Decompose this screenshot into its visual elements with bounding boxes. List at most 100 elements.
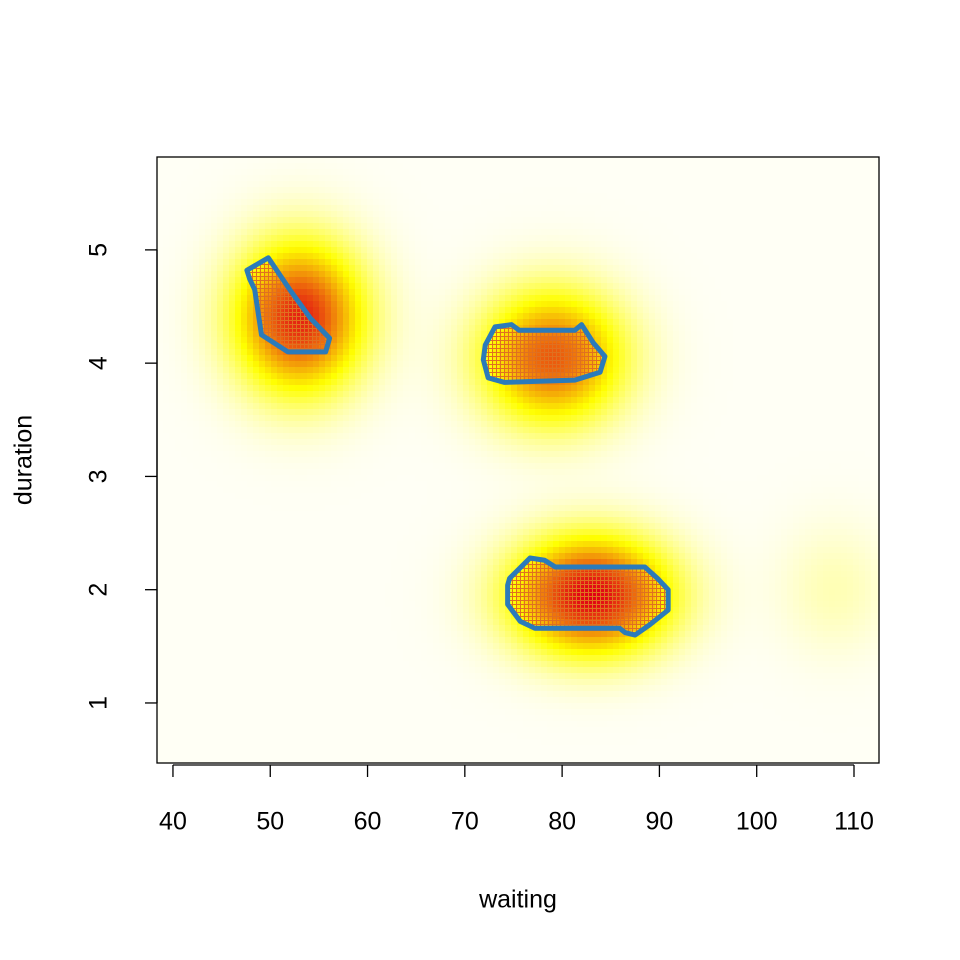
density-cell: [661, 259, 668, 266]
density-cell: [703, 241, 710, 248]
density-cell: [205, 331, 212, 338]
density-cell: [181, 205, 188, 212]
density-cell: [553, 295, 560, 302]
density-cell: [259, 403, 266, 410]
density-cell: [775, 337, 782, 344]
density-cell: [301, 265, 308, 272]
density-cell: [181, 265, 188, 272]
density-cell: [865, 283, 872, 290]
density-cell: [637, 391, 644, 398]
density-cell: [313, 289, 320, 296]
density-cell: [823, 193, 830, 200]
density-cell: [541, 211, 548, 218]
density-cell: [763, 319, 770, 326]
density-cell: [301, 253, 308, 260]
density-cell: [439, 373, 446, 380]
density-cell: [703, 307, 710, 314]
density-cell: [427, 355, 434, 362]
density-cell: [655, 181, 662, 188]
density-cell: [409, 343, 416, 350]
density-cell: [661, 361, 668, 368]
density-cell: [823, 319, 830, 326]
density-cell: [661, 205, 668, 212]
density-cell: [325, 373, 332, 380]
density-cell: [745, 235, 752, 242]
density-cell: [451, 391, 458, 398]
density-cell: [259, 397, 266, 404]
density-cell: [727, 325, 734, 332]
density-cell: [385, 217, 392, 224]
density-cell: [427, 235, 434, 242]
density-cell: [481, 175, 488, 182]
density-cell: [475, 205, 482, 212]
density-cell: [577, 277, 584, 284]
density-cell: [601, 289, 608, 296]
density-cell: [847, 313, 854, 320]
density-cell: [829, 157, 836, 164]
density-cell: [403, 337, 410, 344]
density-cell: [619, 229, 626, 236]
density-cell: [793, 385, 800, 392]
density-cell: [727, 307, 734, 314]
density-cell: [583, 235, 590, 242]
density-cell: [661, 247, 668, 254]
density-cell: [859, 211, 866, 218]
density-cell: [403, 229, 410, 236]
density-cell: [163, 301, 170, 308]
density-cell: [271, 247, 278, 254]
density-cell: [181, 163, 188, 170]
density-cell: [775, 193, 782, 200]
density-cell: [337, 229, 344, 236]
density-cell: [409, 289, 416, 296]
density-cell: [313, 373, 320, 380]
density-cell: [193, 301, 200, 308]
density-cell: [361, 307, 368, 314]
density-cell: [349, 403, 356, 410]
density-cell: [403, 277, 410, 284]
density-cell: [295, 259, 302, 266]
density-cell: [193, 253, 200, 260]
density-cell: [193, 229, 200, 236]
density-cell: [847, 301, 854, 308]
density-cell: [733, 277, 740, 284]
density-cell: [241, 271, 248, 278]
density-cell: [781, 163, 788, 170]
density-cell: [349, 235, 356, 242]
density-cell: [211, 157, 218, 164]
density-cell: [199, 175, 206, 182]
density-cell: [199, 217, 206, 224]
density-cell: [607, 367, 614, 374]
density-cell: [583, 175, 590, 182]
density-cell: [337, 379, 344, 386]
density-cell: [433, 331, 440, 338]
density-cell: [685, 199, 692, 206]
density-cell: [223, 193, 230, 200]
density-cell: [811, 391, 818, 398]
density-cell: [799, 169, 806, 176]
density-cell: [307, 391, 314, 398]
density-cell: [667, 169, 674, 176]
density-cell: [427, 229, 434, 236]
density-cell: [403, 235, 410, 242]
density-cell: [577, 319, 584, 326]
density-cell: [655, 349, 662, 356]
density-cell: [661, 217, 668, 224]
density-cell: [205, 169, 212, 176]
density-cell: [571, 253, 578, 260]
density-cell: [829, 181, 836, 188]
density-cell: [271, 175, 278, 182]
density-cell: [421, 325, 428, 332]
density-cell: [475, 223, 482, 230]
density-cell: [475, 331, 482, 338]
density-cell: [787, 349, 794, 356]
density-cell: [337, 211, 344, 218]
density-cell: [223, 217, 230, 224]
density-cell: [229, 391, 236, 398]
density-cell: [343, 265, 350, 272]
density-cell: [871, 229, 878, 236]
density-cell: [421, 163, 428, 170]
density-cell: [619, 193, 626, 200]
density-cell: [715, 355, 722, 362]
density-cell: [385, 307, 392, 314]
density-cell: [583, 187, 590, 194]
